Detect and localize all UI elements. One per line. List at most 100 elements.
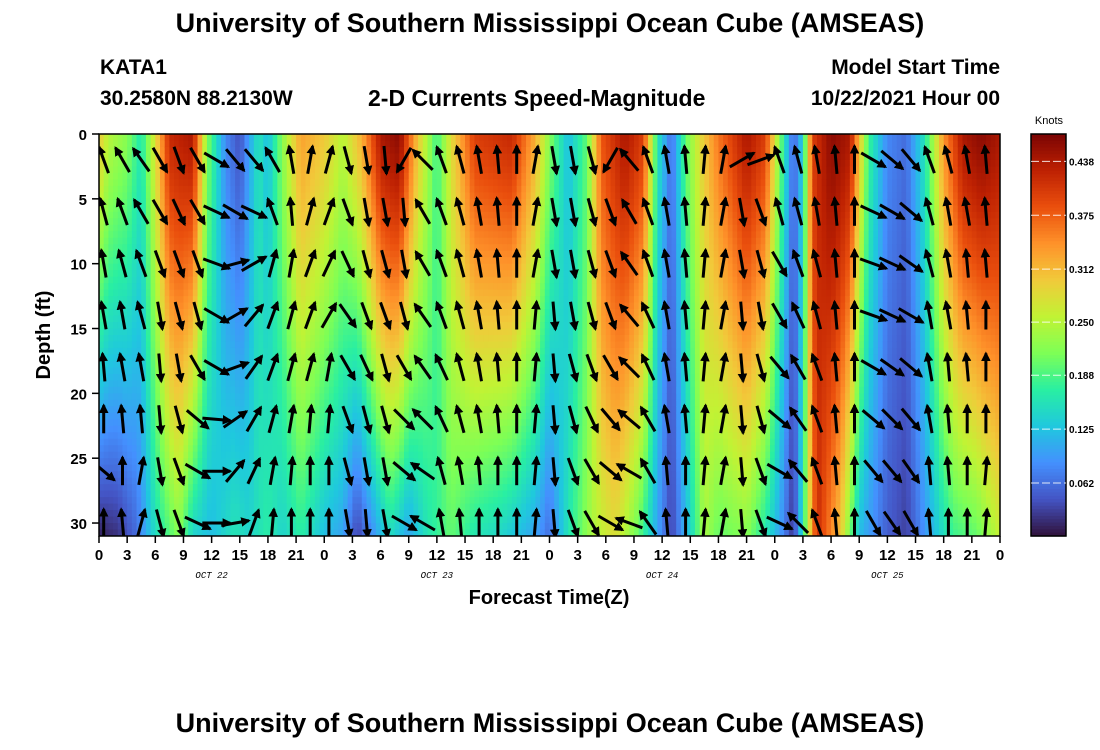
heatmap-cell: [122, 335, 128, 343]
heatmap-cell: [352, 179, 358, 187]
heatmap-cell: [169, 497, 175, 505]
heatmap-cell: [314, 205, 321, 213]
heatmap-cell: [469, 134, 476, 142]
heatmap-cell: [211, 497, 217, 505]
heatmap-cell: [258, 380, 264, 388]
heatmap-cell: [211, 393, 217, 401]
heatmap-cell: [235, 172, 241, 180]
heatmap-cell: [469, 464, 476, 472]
heatmap-cell: [103, 179, 109, 187]
heatmap-cell: [389, 283, 396, 291]
heatmap-cell: [314, 289, 321, 297]
heatmap-cell: [127, 367, 133, 375]
heatmap-cell: [225, 529, 231, 536]
heatmap-cell: [375, 257, 382, 265]
heatmap-cell: [441, 490, 447, 498]
heatmap-cell: [375, 419, 382, 427]
heatmap-cell: [263, 464, 269, 472]
heatmap-cell: [469, 244, 476, 252]
heatmap-cell: [267, 523, 274, 531]
heatmap-cell: [314, 354, 321, 362]
heatmap-cell: [131, 393, 138, 401]
heatmap-cell: [258, 296, 264, 304]
heatmap-cell: [216, 257, 222, 265]
heatmap-cell: [455, 464, 461, 472]
heatmap-cell: [192, 224, 199, 232]
heatmap-cell: [202, 270, 208, 278]
heatmap-cell: [310, 211, 316, 219]
heatmap-cell: [338, 211, 344, 219]
heatmap-cell: [183, 270, 189, 278]
heatmap-cell: [211, 490, 217, 498]
heatmap-cell: [155, 464, 161, 472]
heatmap-cell: [399, 425, 405, 433]
heatmap-cell: [338, 360, 344, 369]
heatmap-cell: [164, 185, 170, 193]
heatmap-cell: [450, 341, 457, 349]
heatmap-cell: [385, 335, 391, 343]
heatmap-cell: [305, 360, 311, 369]
heatmap-cell: [225, 510, 231, 518]
heatmap-cell: [422, 425, 429, 433]
heatmap-cell: [371, 283, 377, 291]
heatmap-cell: [291, 263, 297, 271]
heatmap-cell: [380, 289, 386, 297]
heatmap-cell: [272, 341, 278, 349]
heatmap-cell: [160, 516, 166, 524]
heatmap-cell: [174, 419, 180, 427]
heatmap-cell: [352, 250, 358, 258]
heatmap-cell: [263, 231, 269, 239]
heatmap-cell: [291, 192, 297, 200]
heatmap-cell: [465, 386, 471, 394]
heatmap-cell: [136, 335, 142, 343]
heatmap-cell: [300, 309, 307, 317]
heatmap-cell: [404, 341, 410, 349]
heatmap-cell: [375, 523, 382, 531]
heatmap-cell: [267, 406, 274, 414]
heatmap-cell: [160, 276, 166, 284]
heatmap-cell: [328, 140, 335, 148]
heatmap-cell: [216, 328, 222, 336]
heatmap-cell: [413, 270, 419, 278]
heatmap-cell: [164, 192, 170, 200]
heatmap-cell: [131, 399, 138, 407]
heatmap-cell: [267, 380, 274, 388]
heatmap-cell: [160, 484, 166, 492]
heatmap-cell: [136, 464, 142, 472]
heatmap-cell: [389, 257, 396, 265]
heatmap-cell: [343, 503, 349, 511]
heatmap-cell: [113, 367, 119, 375]
heatmap-cell: [108, 393, 114, 401]
heatmap-cell: [291, 270, 297, 278]
heatmap-cell: [469, 484, 476, 492]
heatmap-cell: [206, 393, 213, 401]
heatmap-cell: [141, 328, 147, 336]
heatmap-cell: [375, 510, 382, 518]
heatmap-cell: [357, 360, 363, 369]
heatmap-cell: [202, 140, 208, 148]
heatmap-cell: [103, 347, 109, 356]
heatmap-cell: [286, 386, 292, 394]
heatmap-cell: [174, 399, 180, 407]
heatmap-cell: [122, 250, 128, 258]
heatmap-cell: [305, 205, 311, 213]
heatmap-cell: [206, 140, 213, 148]
heatmap-cell: [361, 179, 368, 187]
heatmap-cell: [413, 211, 419, 219]
heatmap-cell: [446, 484, 452, 492]
heatmap-cell: [211, 335, 217, 343]
heatmap-cell: [422, 432, 429, 440]
heatmap-cell: [277, 250, 283, 258]
heatmap-cell: [418, 451, 424, 459]
heatmap-cell: [469, 419, 476, 427]
heatmap-cell: [347, 510, 353, 518]
heatmap-cell: [333, 153, 339, 161]
heatmap-cell: [413, 263, 419, 271]
heatmap-cell: [319, 289, 325, 297]
heatmap-cell: [145, 399, 152, 407]
heatmap-cell: [385, 380, 391, 388]
heatmap-cell: [145, 289, 152, 297]
heatmap-cell: [202, 211, 208, 219]
heatmap-cell: [441, 172, 447, 180]
heatmap-cell: [455, 347, 461, 356]
